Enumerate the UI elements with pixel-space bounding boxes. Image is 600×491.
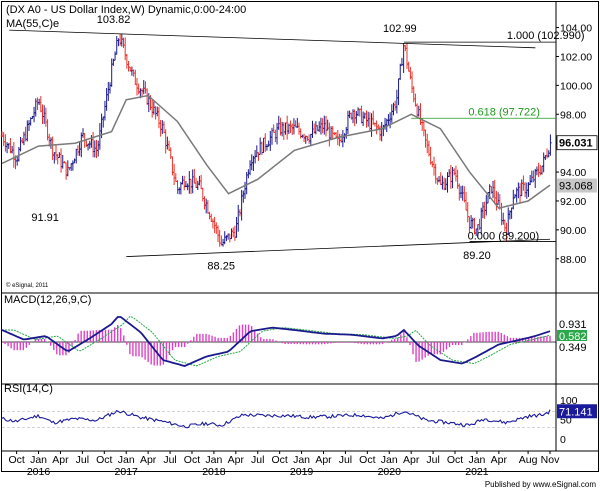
x-month-label: Apr	[315, 454, 332, 466]
x-month-label: Nov	[541, 454, 560, 466]
ma55-line	[1, 94, 551, 210]
rsi-panel-title: RSI(14,C)	[4, 383, 53, 395]
x-month-label: Jul	[163, 454, 176, 466]
x-month-label: Jul	[339, 454, 352, 466]
x-year-label: 2018	[202, 466, 226, 478]
x-month-label: Oct	[184, 454, 200, 466]
x-month-label: Aug	[519, 454, 538, 466]
x-month-label: Apr	[491, 454, 508, 466]
x-year-label: 2020	[378, 466, 402, 478]
price-ytick-label: 88.00	[560, 254, 586, 266]
price-annotation: 88.25	[207, 261, 235, 273]
x-year-label: 2021	[465, 466, 489, 478]
price-chart-title: (DX A0 - US Dollar Index,W) Dynamic,0:00…	[6, 4, 246, 16]
macd-value-label: 0.582	[559, 331, 587, 343]
price-annotation: 91.91	[31, 212, 59, 224]
last-price-label: 96.031	[559, 138, 593, 150]
price-annotation: 0.000 (89.200)	[468, 230, 540, 242]
price-ytick-label: 94.00	[560, 167, 586, 179]
rsi-ytick-label: 100	[560, 395, 578, 407]
price-ytick-label: 100.00	[560, 80, 592, 92]
macd-value-label: 0.349	[559, 342, 587, 354]
x-month-label: Apr	[140, 454, 157, 466]
rsi-ytick-label: 0	[560, 434, 566, 446]
x-month-label: Jan	[381, 454, 398, 466]
price-ytick-label: 104.00	[560, 23, 592, 35]
price-ytick-label: 102.00	[560, 51, 592, 63]
upper-trendline	[9, 29, 536, 49]
outer-frame	[1, 1, 599, 472]
ma-last-box	[557, 178, 597, 193]
rsi-ytick-label: 50	[560, 415, 572, 427]
x-month-label: Apr	[403, 454, 420, 466]
macd-line	[1, 316, 551, 367]
macd-panel-title: MACD(12,26,9,C)	[4, 294, 91, 306]
x-year-label: 2019	[290, 466, 314, 478]
x-month-label: Jan	[293, 454, 310, 466]
last-price-box	[556, 135, 598, 151]
x-month-label: Oct	[8, 454, 24, 466]
x-month-label: Jan	[205, 454, 222, 466]
x-year-label: 2016	[27, 466, 51, 478]
price-annotation: 0.618 (97.722)	[468, 106, 540, 118]
x-month-label: Apr	[52, 454, 69, 466]
price-bar	[549, 134, 552, 156]
ma-indicator-label: MA(55,C)e	[6, 18, 59, 30]
macd-value-box	[557, 330, 587, 342]
x-month-label: Jul	[76, 454, 89, 466]
x-month-label: Jan	[118, 454, 135, 466]
price-ytick-label: 98.00	[560, 109, 586, 121]
x-month-label: Oct	[359, 454, 375, 466]
lower-trendline	[126, 238, 551, 258]
price-annotation: 1.000 (102.990)	[507, 30, 585, 42]
footer-credit: Published by www.eSignal.com	[485, 480, 597, 489]
macd-value-label: 0.931	[559, 319, 587, 331]
macd-value-box	[557, 341, 587, 353]
ma-last-label: 93.068	[559, 181, 593, 193]
x-month-label: Oct	[271, 454, 287, 466]
x-month-label: Jan	[30, 454, 47, 466]
price-annotation: 102.99	[383, 23, 417, 35]
esignal-credit: © eSignal, 2011	[6, 282, 49, 289]
x-month-label: Oct	[447, 454, 463, 466]
price-annotation: 89.20	[463, 250, 491, 262]
price-ytick-label: 90.00	[560, 225, 586, 237]
rsi-last-label: 71.141	[559, 406, 593, 418]
x-month-label: Jul	[426, 454, 439, 466]
x-month-label: Jan	[468, 454, 485, 466]
macd-value-box	[557, 318, 587, 330]
x-month-label: Apr	[228, 454, 245, 466]
price-annotation: 103.82	[97, 14, 131, 26]
x-month-label: Oct	[96, 454, 112, 466]
x-year-label: 2017	[115, 466, 139, 478]
price-ytick-label: 92.00	[560, 196, 586, 208]
rsi-last-box	[557, 404, 597, 419]
x-month-label: Jul	[251, 454, 264, 466]
rsi-line	[1, 409, 551, 429]
